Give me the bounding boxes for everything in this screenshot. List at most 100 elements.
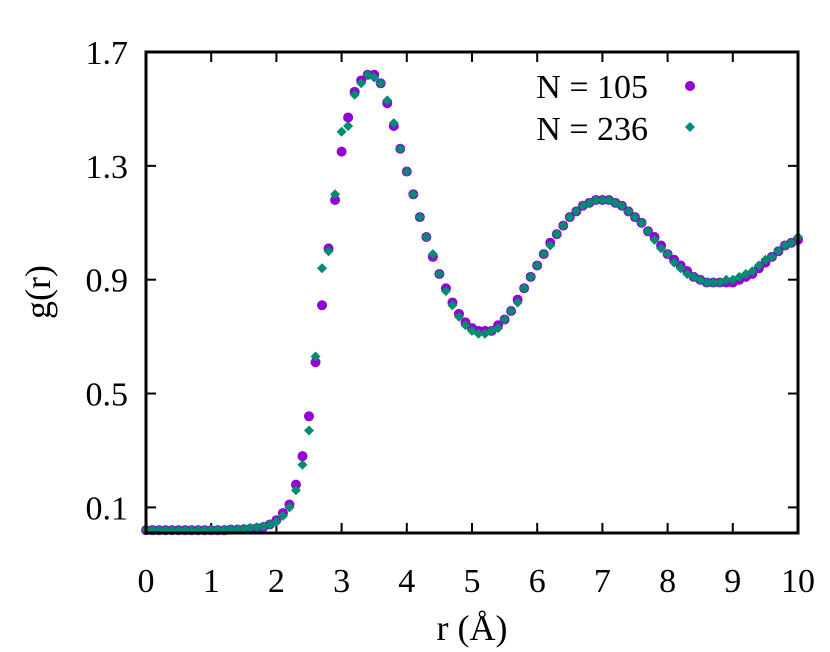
x-tick-label: 6 [529, 563, 546, 600]
n236-point [643, 226, 654, 237]
n236-point [701, 277, 712, 288]
n236-point [245, 522, 256, 533]
n236-point [649, 234, 660, 245]
n236-point [251, 522, 262, 533]
n236-point [519, 283, 530, 294]
legend-label-n236: N = 236 [536, 111, 648, 148]
n105-point [330, 195, 341, 205]
n105-point [343, 112, 354, 123]
n236-point [238, 523, 249, 534]
x-axis-ticks: 0 1 2 3 4 5 6 7 8 9 10 [138, 52, 815, 600]
n236-point [662, 249, 673, 260]
n236-point [616, 200, 627, 211]
n236-point [538, 249, 549, 260]
x-tick-label: 0 [138, 563, 155, 600]
legend-label-n105: N = 105 [536, 69, 648, 106]
n236-point [323, 246, 334, 257]
y-axis-ticks: 0.1 0.5 0.9 1.3 1.7 [86, 35, 798, 527]
n236-point [369, 72, 380, 83]
data-series [141, 69, 803, 536]
n236-point [675, 263, 686, 274]
n236-point [753, 260, 764, 271]
n236-point [571, 206, 582, 217]
series-n236 [141, 69, 803, 536]
n105-point [317, 300, 328, 311]
n236-point [336, 126, 347, 137]
n236-point [558, 220, 569, 231]
legend-marker-n236 [685, 122, 695, 132]
n105-point [290, 479, 301, 490]
n236-point [506, 306, 517, 316]
y-tick-label: 0.1 [86, 490, 129, 527]
n236-point [408, 189, 419, 200]
n236-point [766, 251, 777, 262]
n105-point [310, 357, 321, 368]
n236-point [414, 212, 425, 223]
n236-point [636, 217, 647, 228]
x-tick-label: 2 [268, 563, 285, 600]
x-tick-label: 1 [203, 563, 220, 600]
n105-point [336, 146, 347, 157]
n236-point [330, 189, 341, 200]
n236-point [623, 206, 634, 217]
n236-point [656, 243, 667, 254]
n236-point [708, 277, 719, 288]
n236-point [421, 232, 432, 242]
y-tick-label: 1.7 [86, 35, 129, 72]
n236-point [304, 425, 314, 436]
x-tick-label: 8 [659, 563, 676, 600]
n236-point [453, 311, 464, 322]
n236-point [630, 212, 640, 223]
n236-point [388, 118, 399, 129]
n236-point [532, 260, 543, 271]
y-tick-label: 0.9 [86, 263, 129, 300]
series-n105 [141, 69, 803, 536]
n236-point [551, 229, 562, 240]
x-tick-label: 4 [398, 563, 415, 600]
x-tick-label: 10 [781, 563, 815, 600]
n236-point [343, 121, 354, 131]
n236-point [669, 257, 680, 268]
legend-marker-n105 [685, 81, 695, 91]
n236-point [747, 266, 758, 277]
n236-point [297, 459, 308, 470]
n236-point [277, 510, 288, 521]
n236-point [375, 78, 386, 89]
n236-point [427, 249, 438, 260]
n236-point [721, 274, 732, 285]
n236-point [401, 166, 412, 177]
n105-point [297, 451, 308, 462]
n236-point [564, 212, 575, 223]
n236-point [382, 95, 393, 106]
n236-point [434, 269, 445, 279]
n236-point [356, 78, 367, 89]
n236-point [349, 89, 360, 100]
n236-point [786, 237, 797, 248]
n236-point [290, 485, 301, 496]
legend: N = 105 N = 236 [536, 69, 695, 148]
n236-point [284, 502, 295, 513]
n236-point [460, 320, 471, 331]
n236-point [590, 195, 601, 205]
n236-point [310, 351, 321, 362]
x-tick-label: 9 [724, 563, 741, 600]
n236-point [271, 516, 282, 527]
x-tick-label: 5 [464, 563, 481, 600]
n236-point [447, 300, 458, 311]
n236-point [512, 297, 523, 308]
n236-point [317, 263, 328, 274]
n236-point [440, 286, 451, 297]
n236-point [395, 143, 406, 154]
n236-point [525, 271, 536, 282]
y-tick-label: 0.5 [86, 377, 129, 414]
y-axis-title: g(r) [18, 265, 58, 319]
n236-point [499, 314, 510, 325]
n236-point [473, 328, 484, 339]
x-axis-title: r (Å) [437, 608, 508, 648]
x-tick-label: 7 [594, 563, 611, 600]
x-tick-label: 3 [333, 563, 350, 600]
n236-point [545, 240, 556, 251]
n236-point [773, 246, 784, 257]
n236-point [597, 195, 608, 205]
